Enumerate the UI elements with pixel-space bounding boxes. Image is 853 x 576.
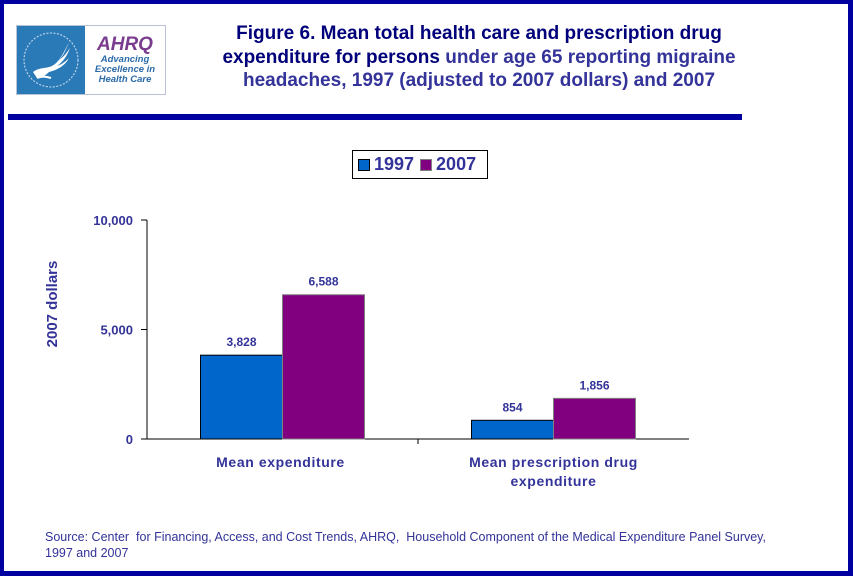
data-label-1997-2: 854 (502, 400, 522, 414)
ahrq-tagline-2: Excellence in (94, 64, 156, 75)
legend-label-1997: 1997 (374, 154, 415, 174)
y-tick-label: 10,000 (93, 213, 133, 228)
data-label-1997-1: 3,828 (226, 335, 256, 349)
source-line-1: Source: Center for Financing, Access, an… (45, 530, 766, 544)
legend-item-1997: 1997 (358, 154, 414, 175)
x-category-label: Mean expenditure (216, 454, 345, 470)
figure-title-rest: under age 65 reporting migraine headache… (242, 46, 736, 92)
source-note: Source: Center for Financing, Access, an… (45, 529, 825, 561)
chart-legend: 1997 2007 (352, 150, 488, 179)
ahrq-tagline-1: Advancing (100, 54, 150, 65)
figure-title: Figure 6. Mean total health care and pre… (194, 22, 764, 93)
legend-swatch-2007 (420, 158, 433, 171)
data-label-2007-1: 6,588 (308, 275, 338, 289)
figure-title-bold: Figure 6. Mean total health care and pre… (222, 23, 722, 68)
bar-1997-1 (200, 354, 283, 440)
y-axis-title: 2007 dollars (44, 261, 61, 348)
ahrq-logo: AHRQ Advancing Excellence in Health Care (16, 25, 166, 95)
source-line-2: 1997 and 2007 (45, 546, 129, 560)
ahrq-tagline-3: Health Care (98, 74, 152, 85)
data-label-2007-2: 1,856 (579, 378, 609, 392)
legend-item-2007: 2007 (420, 154, 476, 175)
y-tick-label: 5,000 (100, 323, 133, 338)
legend-label-2007: 2007 (436, 154, 477, 174)
bar-1997-2 (471, 419, 554, 440)
x-category-label: Mean prescription drug (469, 454, 638, 470)
hhs-eagle-icon (17, 26, 85, 94)
ahrq-wordmark: AHRQ (97, 34, 153, 55)
bar-2007-1 (282, 294, 365, 440)
legend-swatch-1997 (358, 158, 370, 171)
bar-2007-2 (553, 397, 636, 440)
x-category-label: expenditure (511, 473, 597, 489)
y-tick-label: 0 (126, 432, 133, 447)
title-divider (8, 114, 742, 120)
